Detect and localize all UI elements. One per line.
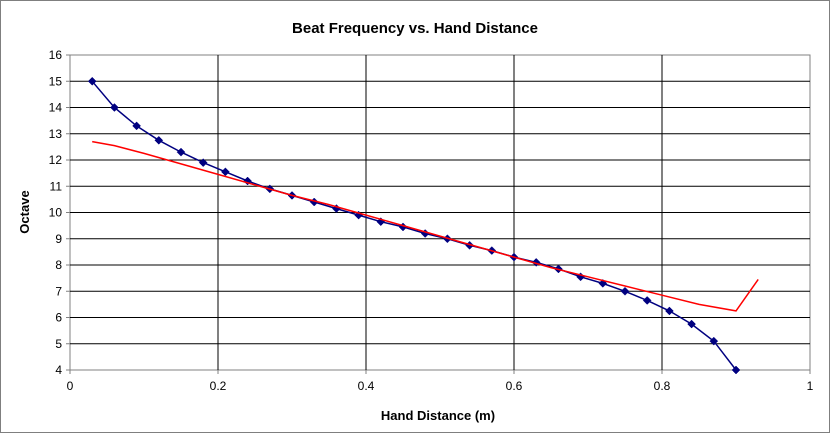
tick-labels: 4 5 6 7 8 9 10 11 12 13 14 15 16 0 0.2 0.4 0.6 0.8 1 xyxy=(49,48,814,393)
y-tick-label: 12 xyxy=(49,153,63,167)
x-tick-label: 0.6 xyxy=(506,379,523,393)
series-group xyxy=(87,76,759,375)
x-tick-label: 1 xyxy=(807,379,814,393)
data-point xyxy=(642,296,652,305)
y-tick-label: 15 xyxy=(49,74,63,88)
data-point xyxy=(87,76,97,86)
data-point xyxy=(620,286,630,296)
data-point xyxy=(198,158,208,167)
data-point xyxy=(132,121,141,131)
data-point xyxy=(731,365,741,375)
y-tick-label: 5 xyxy=(55,337,62,351)
chart-title: Beat Frequency vs. Hand Distance xyxy=(292,20,538,37)
y-tick-label: 14 xyxy=(49,101,63,115)
data-point xyxy=(110,103,119,112)
y-tick-label: 11 xyxy=(50,179,63,193)
x-tick-label: 0.4 xyxy=(358,379,375,393)
data-point xyxy=(709,336,719,346)
data-point xyxy=(154,135,164,145)
y-tick-label: 13 xyxy=(49,127,63,141)
gridlines xyxy=(70,55,810,370)
x-tick-label: 0.2 xyxy=(210,379,227,393)
x-tick-label: 0.8 xyxy=(654,379,671,393)
y-tick-label: 10 xyxy=(49,206,63,220)
y-tick-label: 7 xyxy=(55,284,62,298)
series-line-1 xyxy=(92,140,759,312)
x-axis-label: Hand Distance (m) xyxy=(381,408,495,423)
y-tick-label: 16 xyxy=(49,48,63,62)
y-tick-label: 9 xyxy=(55,232,62,246)
data-point xyxy=(665,306,674,316)
series-line-0 xyxy=(91,80,737,371)
data-point xyxy=(176,147,186,157)
y-axis-label: Octave xyxy=(17,190,32,233)
data-point xyxy=(687,319,696,329)
x-tick-label: 0 xyxy=(67,379,74,393)
y-tick-label: 4 xyxy=(55,363,62,377)
y-tick-label: 8 xyxy=(55,258,62,272)
y-tick-label: 6 xyxy=(55,311,62,325)
